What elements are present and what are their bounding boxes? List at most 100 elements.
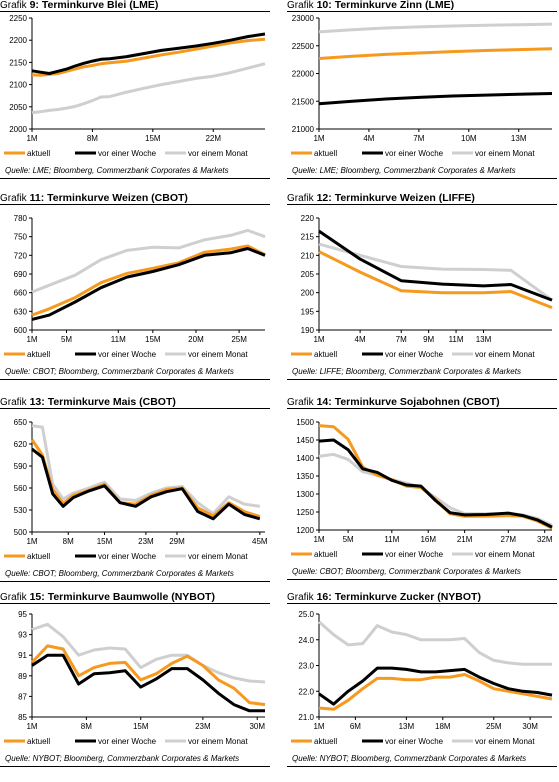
series-line-woche (318, 92, 553, 106)
x-tick-label: 45M (252, 537, 268, 546)
x-tick-label: 1M (313, 535, 324, 544)
chart-number: 10: (316, 0, 332, 11)
x-tick-label: 29M (169, 537, 185, 546)
chart-title-text: Terminkurve Zinn (LME) (334, 0, 455, 11)
chart-source: Quelle: CBOT; Bloomberg, Commerzbank Cor… (5, 569, 234, 578)
series-line-monat (31, 424, 261, 516)
chart-svg: 2000 2050 2100 2150 2200 2250 1M 8M 15M 22M aktuel… (4, 14, 266, 158)
y-tick-label: 600 (14, 326, 28, 335)
chart-panel: Grafik 13: Terminkurve Mais (CBOT) 500 530… (0, 396, 270, 587)
source-rule (0, 379, 270, 380)
legend-label: aktuell (314, 737, 337, 746)
legend-label: aktuell (27, 350, 50, 359)
y-tick-label: 530 (14, 506, 28, 515)
y-tick-label: 21500 (292, 97, 315, 106)
chart-title: Grafik 11: Terminkurve Weizen (CBOT) (0, 192, 188, 204)
source-rule (0, 581, 270, 582)
x-tick-label: 1M (26, 335, 37, 344)
legend-label: vor einer Woche (98, 737, 157, 746)
x-tick-label: 11M (449, 335, 464, 344)
y-tick-label: 215 (301, 233, 315, 242)
title-rule (0, 204, 270, 205)
title-rule (287, 204, 557, 205)
x-tick-label: 1M (26, 722, 37, 731)
chart-title: Grafik 12: Terminkurve Weizen (LIFFE) (287, 192, 475, 204)
y-tick-label: 2200 (9, 36, 27, 45)
chart-number: 12: (316, 192, 332, 204)
chart-title: Grafik 13: Terminkurve Mais (CBOT) (0, 396, 176, 408)
y-tick-label: 2000 (9, 125, 27, 134)
y-tick-label: 2250 (9, 14, 27, 23)
y-tick-label: 620 (14, 440, 28, 449)
legend-label: vor einer Woche (385, 737, 444, 746)
y-tick-label: 1450 (296, 436, 314, 445)
x-tick-label: 8M (87, 134, 98, 143)
series-line-monat (31, 228, 266, 294)
series-line-woche (31, 32, 266, 75)
legend-label: vor einem Monat (188, 552, 248, 561)
y-tick-label: 195 (301, 307, 315, 316)
y-tick-label: 23000 (292, 14, 315, 23)
x-tick-label: 13M (476, 335, 492, 344)
x-tick-label: 30M (522, 722, 538, 731)
chart-grafik-label: Grafik (0, 0, 27, 11)
y-tick-label: 210 (301, 251, 315, 260)
legend-label: aktuell (27, 737, 50, 746)
y-tick-label: 21000 (292, 125, 315, 134)
x-tick-label: 6M (350, 722, 361, 731)
legend-label: vor einer Woche (385, 149, 444, 158)
chart-grafik-label: Grafik (287, 592, 314, 603)
y-tick-label: 2150 (9, 58, 27, 67)
series-line-aktuell (30, 438, 261, 519)
chart-number: 13: (29, 396, 45, 408)
series-line-woche (318, 229, 553, 302)
chart-source: Quelle: CBOT; Bloomberg, Commerzbank Cor… (5, 367, 234, 376)
legend-label: vor einem Monat (188, 149, 248, 158)
chart-title: Grafik 15: Terminkurve Baumwolle (NYBOT) (0, 591, 215, 603)
y-tick-label: 1200 (296, 526, 314, 535)
x-tick-label: 5M (343, 535, 354, 544)
y-tick-label: 190 (301, 326, 315, 335)
chart-svg: 600 630 660 690 720 750 780 1M 5M 11M 15M 20M 25M akt… (4, 214, 266, 359)
chart-svg: 190 195 200 205 210 215 220 1M 4M 7M 9M 11M 13M aktue… (291, 214, 553, 359)
y-tick-label: 1300 (296, 490, 314, 499)
y-tick-label: 720 (14, 251, 28, 260)
legend-label: vor einer Woche (385, 550, 444, 559)
x-tick-label: 5M (61, 335, 72, 344)
chart-title: Grafik 9: Terminkurve Blei (LME) (0, 0, 158, 11)
y-tick-label: 500 (14, 528, 28, 537)
x-tick-label: 11M (111, 335, 126, 344)
x-tick-label: 1M (313, 134, 324, 143)
y-tick-label: 560 (14, 484, 28, 493)
x-tick-label: 15M (133, 722, 149, 731)
chart-title-text: Terminkurve Zucker (NYBOT) (334, 591, 481, 603)
series-line-monat (31, 62, 266, 115)
chart-title-text: Terminkurve Blei (LME) (41, 0, 159, 11)
chart-source: Quelle: LME; Bloomberg, Commerzbank Corp… (292, 166, 516, 175)
y-tick-label: 22500 (292, 42, 315, 51)
series-line-monat (31, 622, 266, 684)
chart-source: Quelle: CBOT; Bloomberg, Commerzbank Cor… (292, 567, 521, 576)
x-tick-label: 7M (413, 134, 424, 143)
x-tick-label: 21M (457, 535, 473, 544)
legend-label: vor einer Woche (98, 149, 157, 158)
chart-number: 11: (29, 192, 45, 204)
y-tick-label: 24.0 (298, 636, 314, 645)
y-tick-label: 630 (14, 307, 28, 316)
y-tick-label: 25.0 (298, 610, 314, 619)
source-rule (287, 379, 557, 380)
source-rule (287, 178, 557, 179)
series-line-woche (31, 247, 266, 321)
series-line-aktuell (318, 250, 553, 309)
legend-label: vor einer Woche (98, 350, 157, 359)
y-tick-label: 91 (18, 651, 27, 660)
chart-title: Grafik 10: Terminkurve Zinn (LME) (287, 0, 454, 11)
source-rule (287, 579, 557, 580)
x-tick-label: 13M (399, 722, 415, 731)
y-tick-label: 650 (14, 418, 28, 427)
series-line-aktuell (318, 47, 553, 60)
legend-label: vor einem Monat (475, 149, 535, 158)
x-tick-label: 20M (188, 335, 204, 344)
y-tick-label: 93 (18, 631, 27, 640)
x-tick-label: 9M (423, 335, 434, 344)
